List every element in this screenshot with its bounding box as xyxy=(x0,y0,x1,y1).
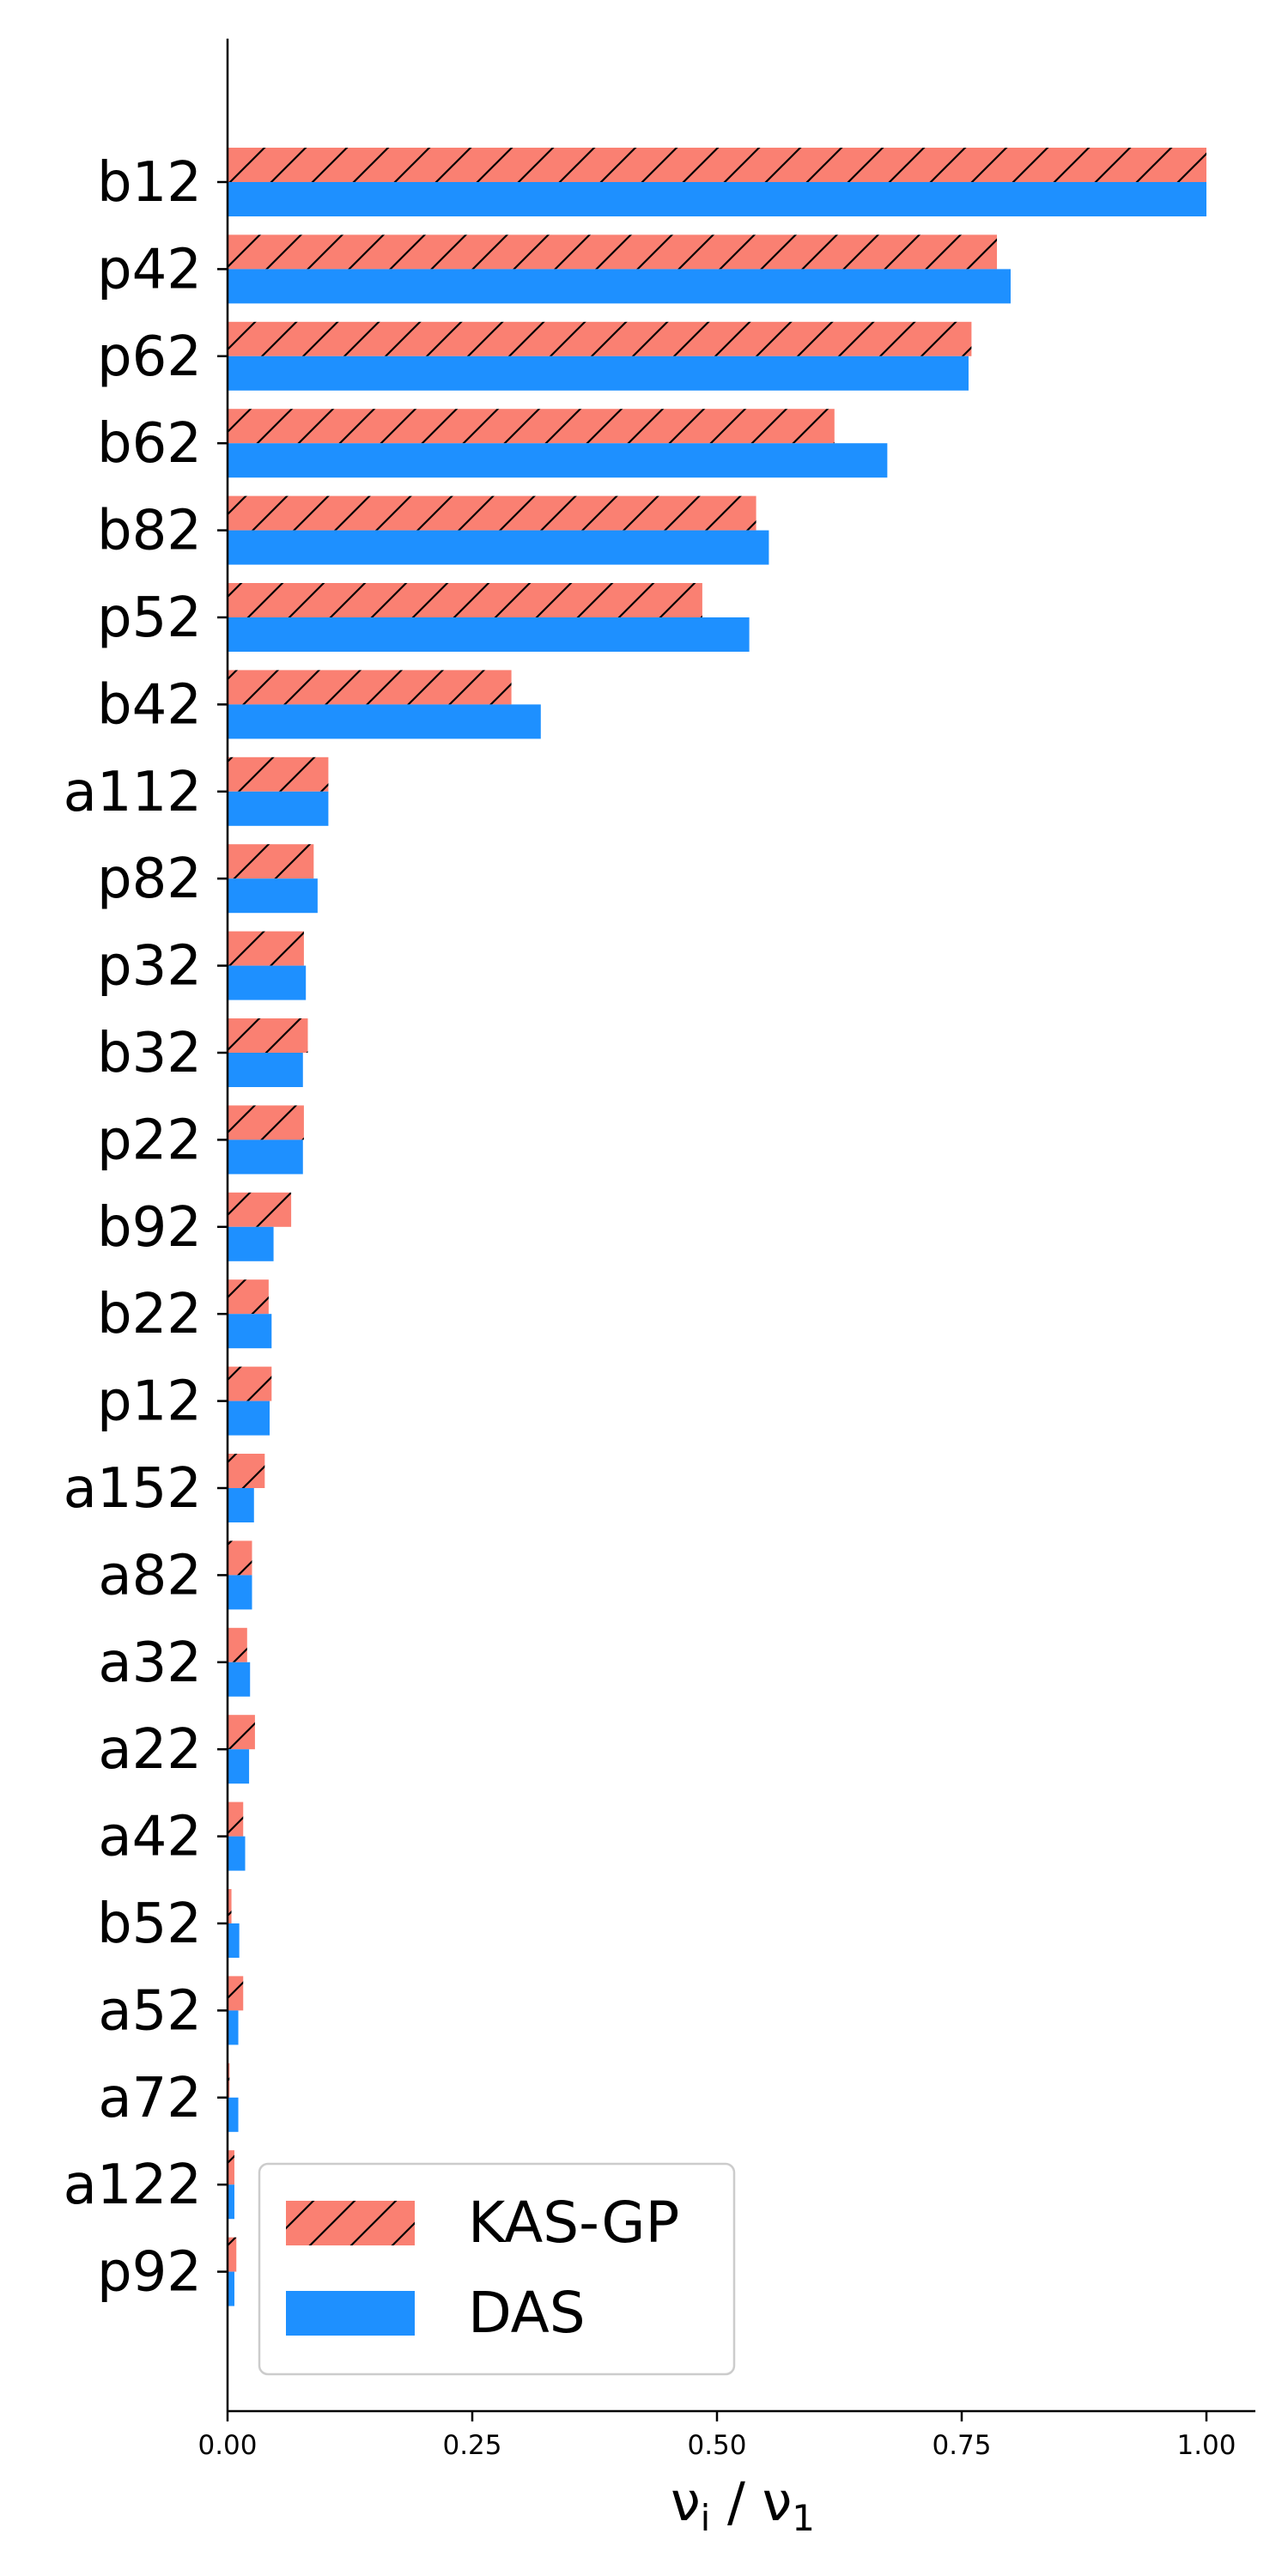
bar-kas-gp-p52 xyxy=(228,583,702,617)
bar-das-p12 xyxy=(228,1400,270,1436)
bars-group xyxy=(228,148,1206,2306)
bar-kas-gp-b12 xyxy=(228,148,1206,182)
y-tick-label: p82 xyxy=(97,848,202,911)
bar-das-b42 xyxy=(228,704,541,739)
bar-kas-gp-a112 xyxy=(228,756,329,792)
bar-das-p42 xyxy=(228,269,1011,304)
y-tick-label: a22 xyxy=(98,1718,202,1782)
bar-das-a32 xyxy=(228,1662,251,1697)
y-tick-label: a52 xyxy=(98,1979,202,2043)
x-tick-label: 0.25 xyxy=(442,2430,501,2461)
y-tick-label: b12 xyxy=(97,151,202,215)
bar-das-a52 xyxy=(228,2010,239,2045)
bar-kas-gp-a42 xyxy=(228,1801,244,1837)
x-tick-label: 1.00 xyxy=(1176,2430,1236,2461)
bar-das-a122 xyxy=(228,2184,234,2220)
bar-das-p62 xyxy=(228,355,969,391)
x-tick-label: 0.75 xyxy=(932,2430,991,2461)
y-tick-label: b92 xyxy=(97,1196,202,1260)
y-tick-label: a112 xyxy=(64,761,202,824)
bar-kas-gp-a32 xyxy=(228,1627,247,1662)
y-tick-label: b32 xyxy=(97,1022,202,1085)
bar-kas-gp-b82 xyxy=(228,495,756,531)
bar-kas-gp-b52 xyxy=(228,1889,232,1923)
bar-das-p92 xyxy=(228,2271,234,2306)
bar-das-b32 xyxy=(228,1053,303,1087)
y-tick-label: a32 xyxy=(98,1631,202,1695)
y-tick-label: b22 xyxy=(97,1283,202,1346)
x-tick-label: 0.00 xyxy=(197,2430,257,2461)
bar-das-a42 xyxy=(228,1836,246,1871)
y-tick-label: p62 xyxy=(97,325,202,389)
bar-das-b52 xyxy=(228,1923,240,1958)
y-tick-label: b82 xyxy=(97,500,202,563)
x-tick-label: 0.50 xyxy=(687,2430,746,2461)
y-tick-label: b42 xyxy=(97,673,202,737)
y-tick-label: a122 xyxy=(64,2154,202,2217)
y-tick-label: b62 xyxy=(97,412,202,476)
bar-kas-gp-p62 xyxy=(228,321,972,356)
bar-kas-gp-a152 xyxy=(228,1454,265,1488)
legend-swatch-das xyxy=(286,2291,415,2336)
legend-label-kas-gp: KAS-GP xyxy=(468,2190,679,2256)
bar-kas-gp-p22 xyxy=(228,1105,304,1140)
bar-kas-gp-p42 xyxy=(228,234,998,270)
bar-das-b82 xyxy=(228,530,769,565)
y-tick-label: p12 xyxy=(97,1370,202,1434)
y-tick-label: p42 xyxy=(97,238,202,301)
x-axis-ticks: 0.00 0.25 0.50 0.75 1.00 xyxy=(197,2411,1236,2461)
bar-das-p32 xyxy=(228,965,307,1000)
legend-label-das: DAS xyxy=(468,2280,586,2346)
bar-kas-gp-b32 xyxy=(228,1018,308,1053)
bar-das-b12 xyxy=(228,182,1206,216)
bar-kas-gp-a52 xyxy=(228,1976,244,2011)
y-tick-label: p92 xyxy=(97,2241,202,2305)
y-axis-ticks: b12 p42 p62 b62 b82 p52 b42 a112 p82 p32 b32 p22 b92… xyxy=(64,151,228,2305)
y-tick-label: a82 xyxy=(98,1544,202,1607)
bar-das-p82 xyxy=(228,878,318,914)
legend-swatch-kas-gp xyxy=(286,2201,415,2245)
bar-das-b92 xyxy=(228,1226,274,1261)
bar-das-a152 xyxy=(228,1488,254,1522)
bar-das-a82 xyxy=(228,1575,252,1610)
bar-kas-gp-a122 xyxy=(228,2150,234,2185)
y-tick-label: p32 xyxy=(97,935,202,999)
bar-kas-gp-a22 xyxy=(228,1715,255,1750)
legend: KAS-GP DAS xyxy=(258,2162,736,2376)
bar-das-p52 xyxy=(228,617,750,652)
bar-das-p22 xyxy=(228,1139,303,1175)
bar-kas-gp-b42 xyxy=(228,670,512,705)
bar-das-b22 xyxy=(228,1314,272,1349)
x-axis-label: νi / ν1 xyxy=(671,2470,815,2539)
bar-kas-gp-b22 xyxy=(228,1279,269,1315)
bar-kas-gp-p92 xyxy=(228,2237,237,2272)
bar-kas-gp-p12 xyxy=(228,1366,272,1401)
y-tick-label: p52 xyxy=(97,586,202,650)
y-tick-label: a72 xyxy=(98,2067,202,2130)
y-tick-label: a152 xyxy=(64,1457,202,1521)
bar-das-a72 xyxy=(228,2097,239,2132)
y-tick-label: a42 xyxy=(98,1806,202,1869)
bar-kas-gp-a82 xyxy=(228,1540,252,1576)
y-tick-label: p22 xyxy=(97,1109,202,1172)
bar-das-b62 xyxy=(228,443,888,478)
bar-das-a22 xyxy=(228,1749,250,1784)
y-tick-label: b52 xyxy=(97,1893,202,1956)
bar-kas-gp-p82 xyxy=(228,844,314,879)
bar-das-a112 xyxy=(228,791,329,826)
bar-kas-gp-b62 xyxy=(228,409,835,444)
bar-kas-gp-b92 xyxy=(228,1192,292,1227)
bar-kas-gp-p32 xyxy=(228,931,304,966)
